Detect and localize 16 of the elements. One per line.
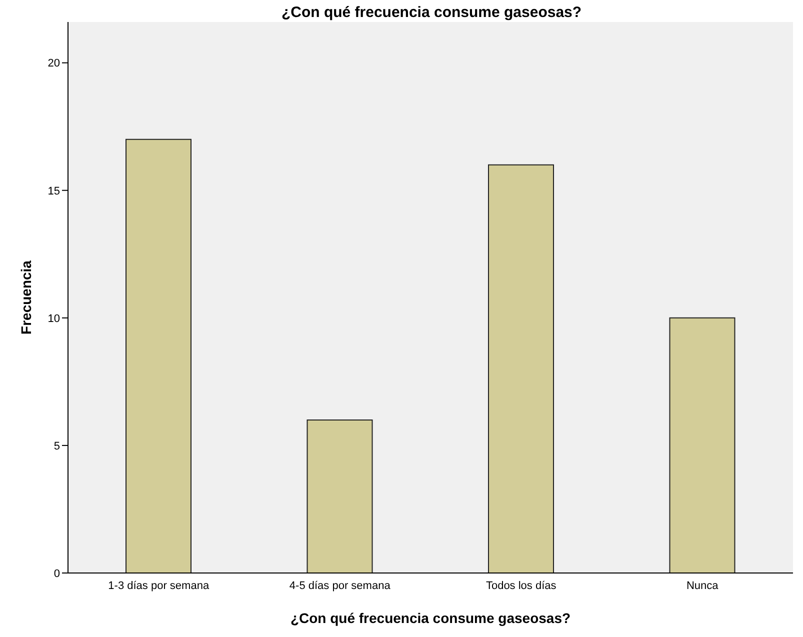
chart-title: ¿Con qué frecuencia consume gaseosas? (280, 4, 583, 21)
y-tick-label: 15 (48, 185, 60, 198)
x-tick-label: Todos los días (486, 580, 557, 592)
y-tick-label: 0 (54, 568, 60, 580)
y-tick-label: 20 (48, 58, 60, 70)
bar (669, 317, 736, 573)
y-tick-label: 5 (54, 440, 60, 452)
x-tick-label: 4-5 días por semana (289, 580, 392, 592)
bar (488, 164, 554, 573)
x-tick-label: 1-3 días por semana (108, 580, 210, 592)
bar (126, 138, 192, 573)
x-tick-label: Nunca (686, 580, 720, 592)
bar (306, 419, 373, 573)
y-tick-label: 10 (48, 312, 60, 325)
x-axis-title: ¿Con qué frecuencia consume gaseosas? (290, 610, 571, 626)
y-axis-title: Frecuencia (18, 260, 34, 334)
